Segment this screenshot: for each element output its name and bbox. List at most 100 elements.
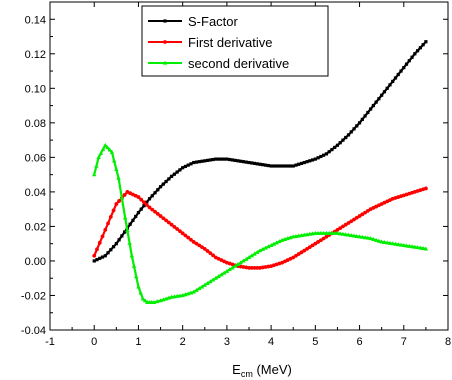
second-derivative-point xyxy=(221,270,227,275)
s-factor-point xyxy=(352,127,356,131)
second-derivative-point xyxy=(111,158,117,163)
second-derivative-point xyxy=(140,296,146,301)
second-derivative-point xyxy=(357,234,362,239)
s-factor-point xyxy=(322,153,326,157)
s-factor-point xyxy=(369,107,373,111)
legend-label-s-factor: S-Factor xyxy=(188,14,239,29)
second-derivative-point xyxy=(257,248,263,253)
first-derivative-point xyxy=(313,241,318,246)
second-derivative-point xyxy=(191,289,196,294)
second-derivative-point xyxy=(155,299,160,304)
first-derivative-point xyxy=(341,224,345,229)
x-tick-label: 6 xyxy=(356,336,362,348)
second-derivative-point xyxy=(398,242,404,247)
second-derivative-point xyxy=(241,258,246,263)
second-derivative-point xyxy=(420,246,426,251)
second-derivative-point xyxy=(94,163,99,168)
s-factor-point xyxy=(158,185,163,189)
first-derivative-point xyxy=(423,186,428,191)
s-factor-point xyxy=(95,258,99,262)
x-tick-label: 7 xyxy=(401,336,407,348)
second-derivative-point xyxy=(404,243,409,248)
second-derivative-point xyxy=(116,175,121,180)
first-derivative-point xyxy=(211,253,215,258)
first-derivative-point xyxy=(305,246,309,251)
second-derivative-point xyxy=(418,245,423,250)
second-derivative-point xyxy=(268,243,274,248)
s-factor-point xyxy=(294,163,298,167)
second-derivative-point xyxy=(360,234,365,239)
second-derivative-point xyxy=(393,241,398,246)
legend-items: S-Factor First derivative second derivativ… xyxy=(148,14,289,71)
s-factor-point xyxy=(200,159,204,163)
first-derivative-point xyxy=(103,227,108,232)
s-factor-point xyxy=(305,160,309,164)
legend-label-second-derivative: second derivative xyxy=(188,56,289,71)
second-derivative-point xyxy=(122,215,128,220)
s-factor-point xyxy=(186,163,190,167)
second-derivative-point xyxy=(384,240,390,245)
x-axis-title-subscript: cm xyxy=(241,369,253,379)
first-derivative-point xyxy=(175,227,180,231)
s-factor-point xyxy=(385,86,389,90)
s-factor-point xyxy=(250,161,254,165)
s-factor-point xyxy=(415,49,420,53)
second-derivative-point xyxy=(415,245,420,250)
s-factor-point xyxy=(233,158,237,162)
tick-labels: -1 0 1 2 3 4 5 6 7 8 -0.04 -0.02 0.00 0.02 0.04 0.06 0.0… xyxy=(21,14,451,348)
second-derivative-point xyxy=(332,230,337,235)
s-factor-point xyxy=(380,93,384,97)
s-factor-point xyxy=(258,162,262,166)
y-tick-label: -0.04 xyxy=(21,325,46,337)
first-derivative-point xyxy=(161,216,166,221)
s-factor-point xyxy=(156,188,160,192)
legend: S-Factor First derivative second derivativ… xyxy=(141,5,329,77)
second-derivative-point xyxy=(103,142,108,147)
s-factor-point xyxy=(344,135,348,140)
s-factor-point xyxy=(153,191,157,195)
first-derivative-point xyxy=(324,234,329,239)
second-derivative-point xyxy=(313,230,318,235)
s-factor-point xyxy=(261,163,265,167)
first-derivative-point xyxy=(335,227,340,232)
first-derivative-point xyxy=(180,231,185,236)
second-derivative-point xyxy=(100,146,106,151)
second-derivative-point xyxy=(255,249,260,254)
s-factor-point xyxy=(230,158,235,162)
second-derivative-point xyxy=(232,263,238,268)
first-derivative-point xyxy=(92,253,97,258)
second-derivative-point xyxy=(213,275,219,280)
second-derivative-point xyxy=(230,265,235,270)
second-derivative-point xyxy=(134,274,139,279)
s-factor-point xyxy=(205,158,210,162)
s-factor-point xyxy=(363,114,367,118)
first-derivative-point xyxy=(352,217,356,222)
second-derivative-point xyxy=(409,244,415,249)
first-derivative-point xyxy=(310,243,315,248)
s-factor-point xyxy=(145,200,149,204)
first-derivative-point xyxy=(294,253,298,258)
s-factor-point xyxy=(330,148,334,152)
s-factor-point xyxy=(275,164,279,168)
s-factor-point xyxy=(131,218,135,222)
second-derivative-point xyxy=(238,260,243,265)
x-tick-label: 5 xyxy=(312,336,318,348)
s-factor-point xyxy=(120,234,124,238)
s-factor-point xyxy=(117,238,121,242)
first-derivative-point xyxy=(205,249,210,253)
s-factor-point xyxy=(203,159,207,163)
second-derivative-point xyxy=(387,240,393,245)
first-derivative-point xyxy=(357,214,362,218)
s-factor-point xyxy=(283,164,287,168)
first-derivative-point xyxy=(147,205,152,210)
second-derivative-point xyxy=(260,246,266,251)
second-derivative-point xyxy=(343,232,348,237)
first-derivative-point xyxy=(153,209,157,214)
second-derivative-point xyxy=(266,244,271,249)
y-tick-label: 0.04 xyxy=(25,187,46,199)
s-factor-point xyxy=(341,138,345,142)
first-derivative-point xyxy=(318,238,323,243)
s-factor-point xyxy=(109,248,113,252)
s-factor-point xyxy=(277,164,282,168)
y-tick-label: 0.08 xyxy=(25,118,46,130)
